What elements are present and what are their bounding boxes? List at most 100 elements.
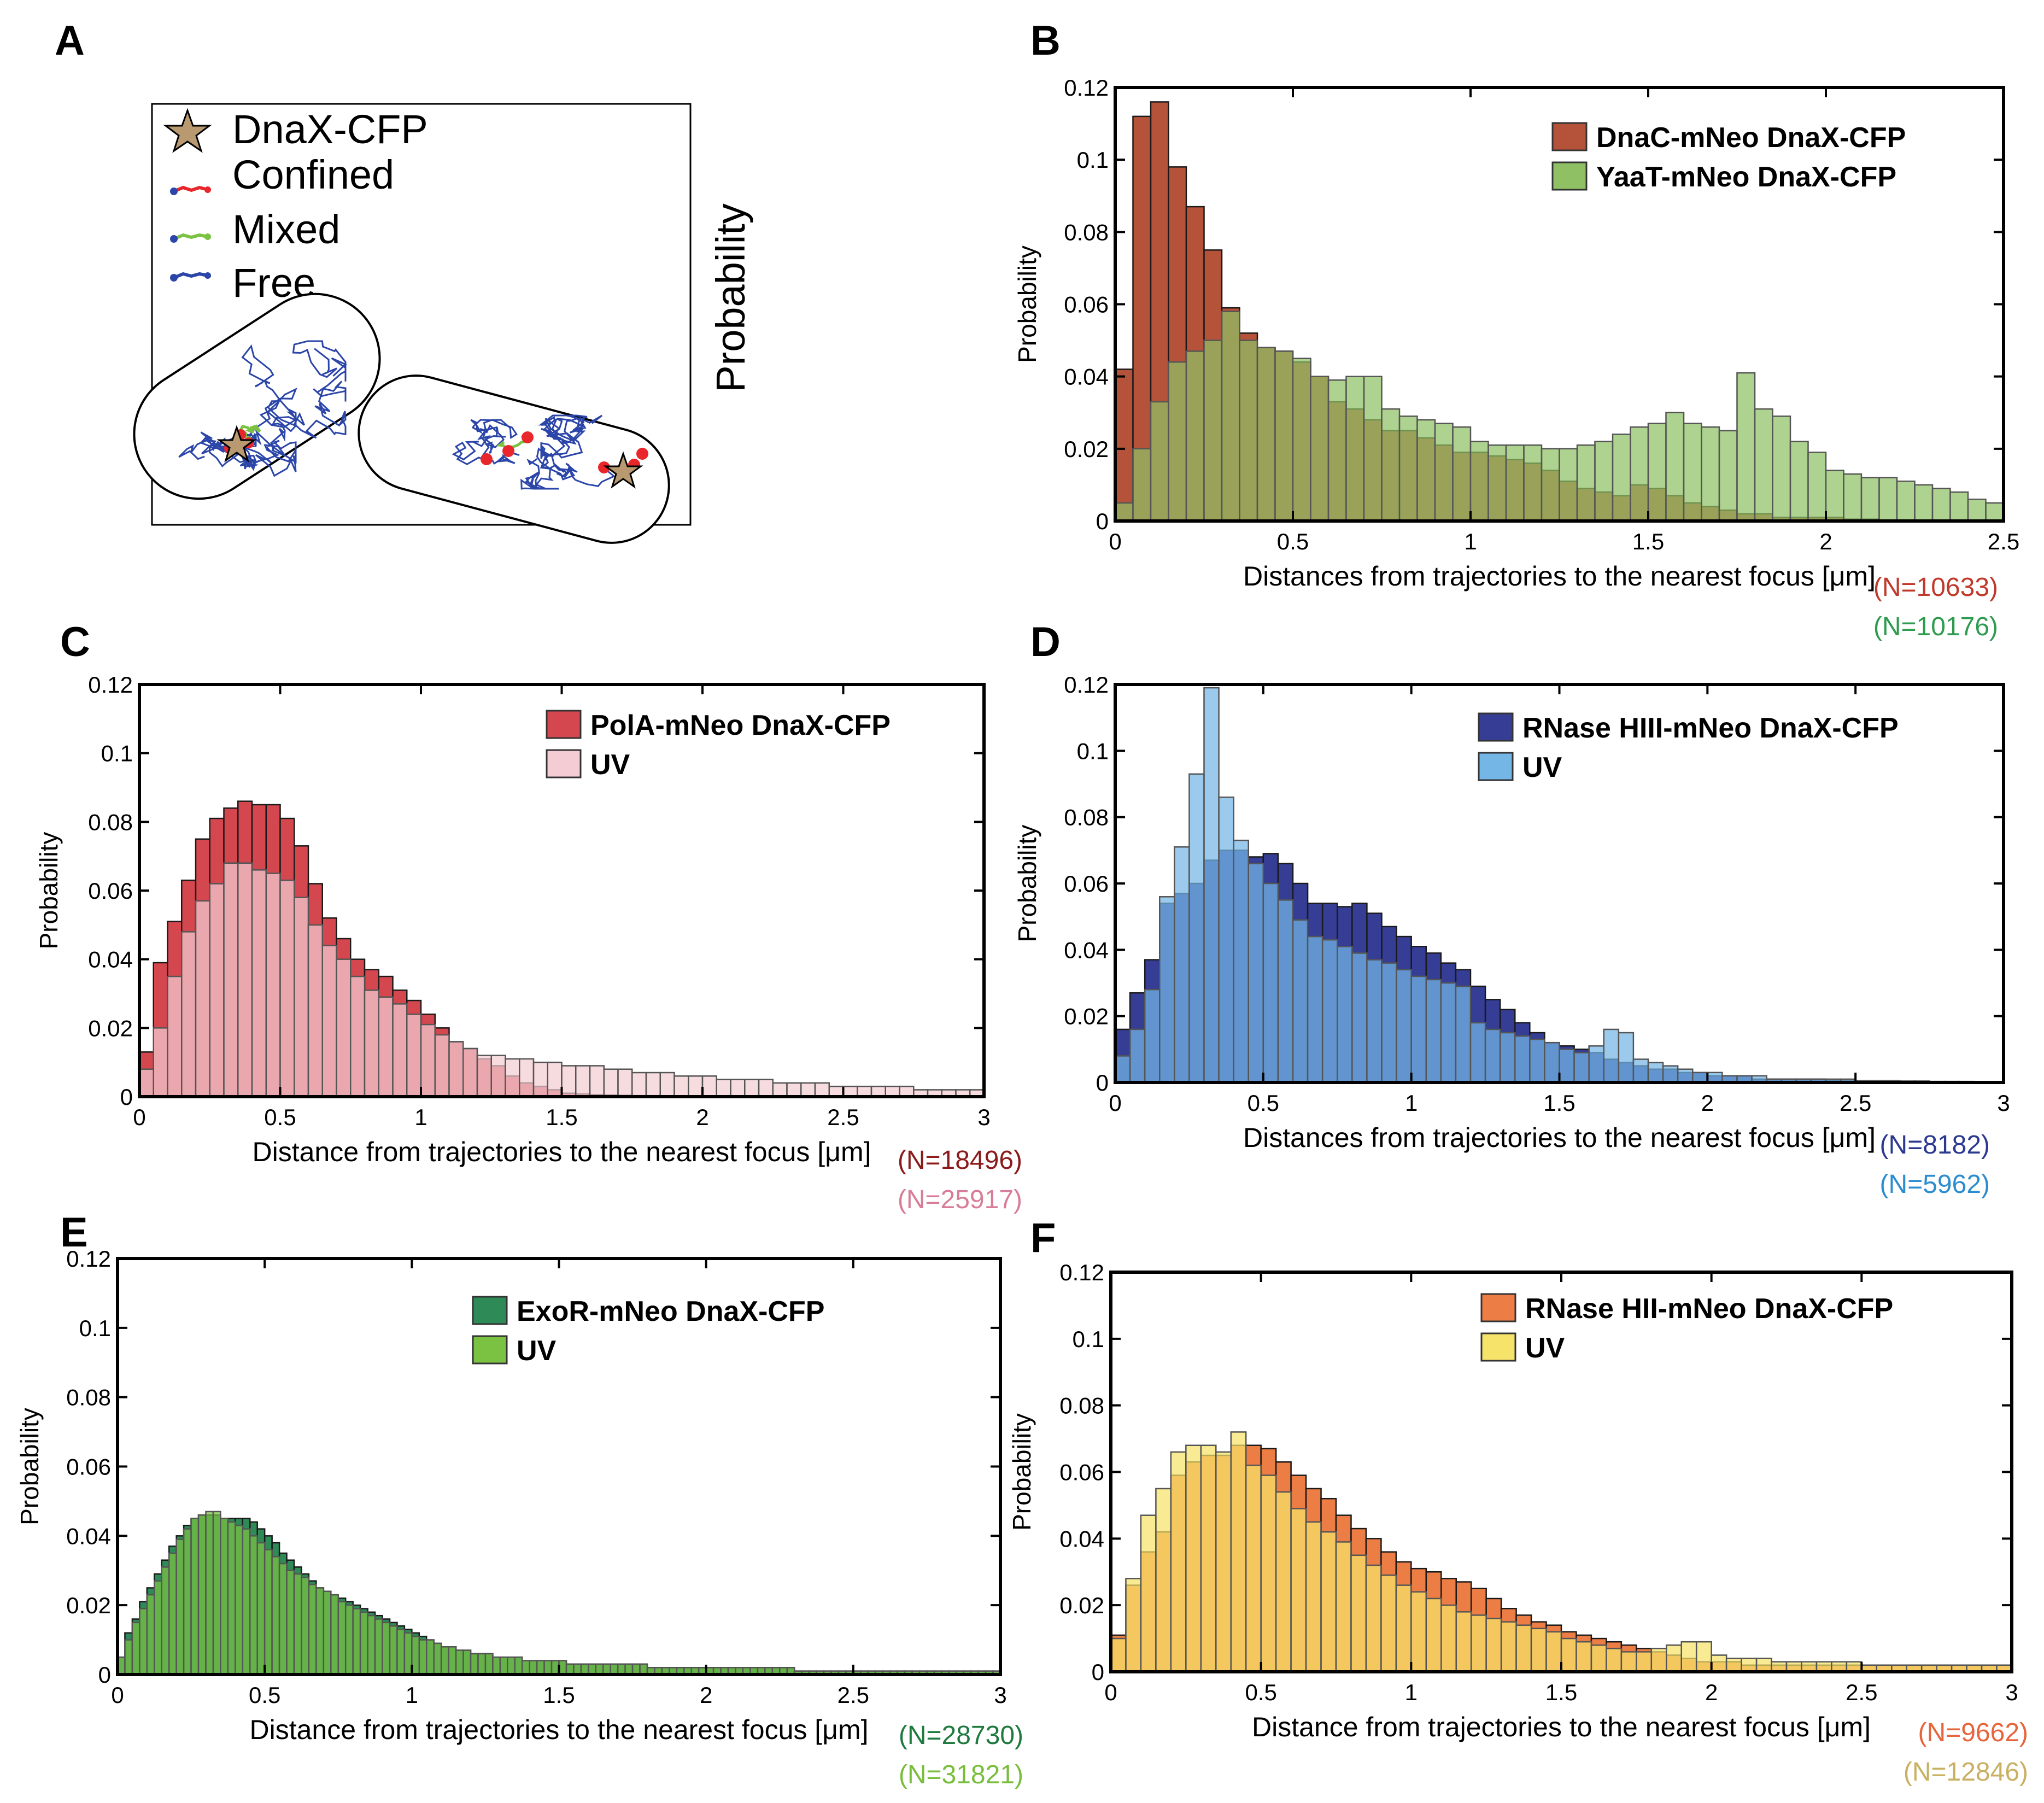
legend-swatch bbox=[472, 1296, 508, 1325]
histogram-bar bbox=[167, 975, 183, 1098]
histogram-bar bbox=[1144, 988, 1161, 1084]
histogram-bar bbox=[1560, 1637, 1577, 1673]
histogram-bar bbox=[197, 1514, 207, 1676]
y-tick-label: 0 bbox=[98, 1662, 111, 1688]
x-tick-label: 0.5 bbox=[1248, 1090, 1279, 1116]
legend-label: DnaC-mNeo DnaX-CFP bbox=[1596, 122, 1906, 154]
legend-swatch bbox=[1480, 1293, 1516, 1322]
y-tick-label: 0.04 bbox=[1064, 364, 1109, 390]
series-bars-1 bbox=[138, 862, 985, 1098]
legend-label: UV bbox=[1522, 752, 1562, 783]
x-tick-label: 2 bbox=[1819, 529, 1832, 554]
schematic-probability-label: Probability bbox=[708, 203, 753, 393]
histogram-bar bbox=[1114, 1055, 1131, 1084]
histogram-bar bbox=[1470, 1614, 1487, 1673]
histogram-bar bbox=[1395, 1584, 1412, 1673]
histogram-bar bbox=[1588, 1045, 1604, 1084]
histogram-bar bbox=[1275, 1491, 1292, 1673]
x-tick-label: 2.5 bbox=[1840, 1090, 1871, 1116]
y-tick-label: 0.12 bbox=[66, 1246, 111, 1272]
confined-spot bbox=[636, 448, 648, 460]
histogram-bar bbox=[744, 1079, 760, 1098]
y-tick-label: 0.06 bbox=[1064, 292, 1109, 318]
series-bars-1 bbox=[116, 1511, 1001, 1676]
y-tick-label: 0.12 bbox=[1064, 672, 1109, 698]
histogram-bar bbox=[251, 869, 267, 1098]
histogram-bar bbox=[1114, 502, 1134, 522]
histogram-bar bbox=[603, 1068, 619, 1098]
y-tick-label: 0.02 bbox=[1059, 1593, 1104, 1618]
confined-spot bbox=[502, 445, 514, 457]
histogram-panel-b: 0 0.5 1 1.5 2 2.5 0 0.02 0.04 0.06 0.08 0.1 0.12 Dist… bbox=[1013, 75, 2019, 641]
histogram-bar bbox=[1248, 863, 1264, 1084]
y-tick-label: 0.08 bbox=[66, 1385, 111, 1410]
histogram-bar bbox=[786, 1082, 802, 1098]
histogram-bar bbox=[575, 1065, 591, 1098]
y-tick-label: 0 bbox=[1096, 1070, 1109, 1096]
y-axis-label: Probability bbox=[1013, 245, 1041, 363]
histogram-bar bbox=[1203, 687, 1220, 1084]
histogram-bar bbox=[212, 1511, 221, 1676]
histogram-bar bbox=[631, 1072, 647, 1098]
histogram-bar bbox=[1416, 419, 1436, 522]
histogram-bar bbox=[1425, 979, 1442, 1084]
legend-confined: Confined bbox=[232, 152, 394, 197]
histogram-bar bbox=[477, 1653, 487, 1676]
histogram-bar bbox=[1620, 1651, 1637, 1673]
y-tick-label: 0.12 bbox=[1059, 1260, 1104, 1285]
histogram-bar bbox=[1530, 1628, 1547, 1673]
histogram-bar bbox=[716, 1079, 731, 1098]
star-marker-left-cell bbox=[216, 425, 257, 463]
histogram-bar bbox=[1381, 962, 1397, 1084]
x-tick-label: 1 bbox=[1405, 1090, 1418, 1116]
histogram-bar bbox=[1647, 1062, 1664, 1084]
histogram-bar bbox=[1337, 946, 1353, 1084]
histogram-bar bbox=[659, 1072, 675, 1098]
x-tick-label: 2 bbox=[1705, 1679, 1718, 1705]
panel-label-a: A bbox=[55, 17, 85, 64]
histogram-bar bbox=[1573, 1052, 1590, 1084]
histogram-bar bbox=[382, 1621, 391, 1676]
histogram-bar bbox=[1529, 1038, 1545, 1084]
histogram-bar bbox=[1545, 1631, 1562, 1673]
histogram-bar bbox=[374, 1618, 383, 1676]
histogram-bar bbox=[476, 1055, 492, 1098]
x-tick-label: 1.5 bbox=[1543, 1090, 1575, 1116]
histogram-bar bbox=[1576, 444, 1596, 522]
histogram-bar bbox=[758, 1079, 774, 1098]
histogram-bar bbox=[1129, 1028, 1146, 1084]
x-tick-label: 0 bbox=[1109, 529, 1121, 554]
x-axis-label: Distance from trajectories to the neares… bbox=[249, 1714, 868, 1745]
histogram-bar bbox=[1140, 1514, 1157, 1673]
y-tick-label: 0.1 bbox=[1077, 738, 1109, 764]
histogram-bar bbox=[1327, 379, 1347, 522]
legend-mixed: Mixed bbox=[232, 207, 340, 252]
histogram-bar bbox=[1110, 1637, 1127, 1673]
histogram-bar bbox=[772, 1082, 788, 1098]
histogram-bar bbox=[1185, 1444, 1202, 1673]
x-tick-label: 2.5 bbox=[1988, 529, 2019, 554]
legend-swatch bbox=[1551, 161, 1588, 191]
histogram-bar bbox=[323, 1590, 332, 1676]
x-tick-label: 0 bbox=[111, 1682, 124, 1708]
histogram-bar bbox=[1931, 488, 1951, 522]
histogram-bar bbox=[1351, 952, 1368, 1084]
y-tick-label: 0.04 bbox=[1059, 1526, 1104, 1552]
y-tick-label: 0.08 bbox=[88, 809, 133, 835]
histogram-bar bbox=[279, 879, 295, 1098]
y-tick-label: 0.1 bbox=[101, 741, 133, 766]
mixed-legend-icon bbox=[170, 233, 211, 243]
x-axis-label: Distance from trajectories to the neares… bbox=[1252, 1712, 1871, 1742]
trajectory-path bbox=[201, 387, 297, 477]
histogram-bar bbox=[154, 1580, 163, 1676]
x-tick-label: 0 bbox=[133, 1104, 145, 1130]
histogram-bar bbox=[1469, 441, 1489, 522]
trajectories-right-cell bbox=[452, 414, 648, 490]
histogram-bar bbox=[589, 1065, 605, 1098]
histogram-bar bbox=[205, 1511, 214, 1676]
y-tick-label: 0.08 bbox=[1064, 219, 1109, 245]
y-tick-label: 0.06 bbox=[1064, 871, 1109, 897]
histogram-bar bbox=[800, 1082, 816, 1098]
x-tick-label: 1.5 bbox=[1545, 1679, 1577, 1705]
histogram-bar bbox=[1307, 935, 1323, 1084]
